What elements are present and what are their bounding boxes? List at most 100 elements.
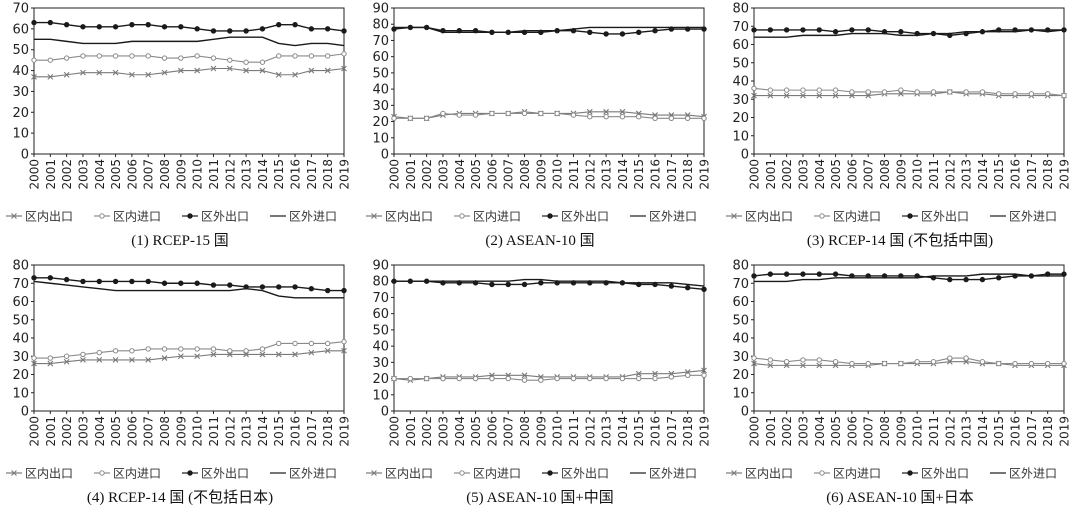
data-point	[243, 67, 249, 74]
legend-swatch-marker	[819, 213, 825, 219]
data-point	[684, 285, 691, 291]
x-tick-label: 2010	[551, 416, 565, 447]
x-tick-label: 2002	[780, 416, 794, 447]
x-tick-label: 2010	[191, 159, 205, 190]
y-tick-label: 10	[732, 129, 749, 144]
data-point	[47, 275, 54, 281]
y-tick-label: 70	[372, 34, 389, 49]
x-tick-label: 2009	[174, 159, 188, 190]
data-point	[701, 286, 707, 293]
x-tick-label: 2002	[420, 159, 434, 190]
data-point	[423, 375, 430, 382]
x-tick-label: 2001	[404, 159, 418, 190]
data-point	[292, 284, 298, 290]
y-tick-label: 30	[12, 85, 29, 100]
x-tick-label: 2013	[600, 159, 614, 190]
data-point	[292, 71, 298, 78]
x-tick-label: 2017	[665, 159, 679, 190]
data-point	[129, 71, 135, 78]
data-point	[652, 370, 658, 377]
chart-panel-2: 0 10 20 30 40 50 60 70 80 90 2000 2001 2002 2003 2004 2…	[360, 0, 720, 257]
x-tick-label: 2015	[272, 159, 286, 190]
series-line	[754, 91, 1064, 97]
x-tick-label: 2011	[567, 159, 581, 190]
data-point	[587, 29, 593, 36]
data-point	[145, 71, 152, 78]
data-point	[783, 27, 790, 33]
data-point	[194, 353, 201, 360]
data-point	[586, 108, 593, 115]
y-tick-label: 20	[12, 106, 29, 121]
chart-caption: (5) ASEAN-10 国+中国	[466, 490, 614, 506]
series-2	[31, 51, 347, 65]
x-tick-label: 2015	[632, 416, 646, 447]
data-point	[521, 377, 528, 383]
data-point	[178, 346, 184, 352]
x-tick-label: 2012	[223, 159, 237, 190]
data-point	[684, 115, 691, 122]
x-tick-label: 2005	[469, 416, 483, 447]
y-tick-label: 60	[732, 295, 749, 310]
data-point	[145, 21, 151, 28]
data-point	[31, 19, 37, 26]
data-point	[259, 67, 266, 74]
x-tick-label: 2006	[485, 416, 499, 447]
data-point	[440, 375, 446, 382]
data-point	[751, 355, 757, 361]
chart-panel-4: 0 10 20 30 40 50 60 70 80 2000 2001 2002 2003 2004 200…	[0, 257, 360, 514]
x-tick-label: 2000	[28, 159, 42, 190]
legend-swatch-marker	[731, 213, 737, 219]
series-2	[751, 85, 1067, 99]
data-point	[96, 69, 103, 76]
data-point	[80, 351, 86, 358]
data-point	[324, 67, 331, 74]
data-point	[816, 271, 822, 277]
data-point	[963, 276, 969, 283]
data-point	[1061, 92, 1067, 99]
y-tick-label: 40	[372, 340, 389, 355]
x-tick-label: 2002	[60, 159, 74, 190]
plot-frame	[33, 7, 345, 155]
data-point	[292, 351, 298, 358]
x-tick-label: 2009	[174, 416, 188, 447]
x-tick-label: 2003	[76, 416, 90, 447]
data-point	[701, 372, 707, 379]
data-point	[472, 112, 479, 118]
data-point	[979, 359, 986, 365]
data-point	[145, 53, 151, 59]
data-point	[914, 359, 920, 365]
data-point	[521, 281, 528, 288]
data-point	[881, 89, 888, 95]
data-point	[178, 55, 184, 61]
data-point	[177, 67, 184, 74]
data-point	[800, 87, 806, 93]
y-tick-label: 10	[732, 386, 749, 401]
x-tick-label: 2001	[44, 159, 58, 190]
data-point	[341, 338, 347, 345]
series-line	[34, 36, 345, 47]
series-2	[751, 355, 1067, 367]
x-tick-label: 2002	[780, 159, 794, 190]
x-tick-label: 2018	[321, 159, 335, 190]
legend-label: 区外出口	[921, 467, 969, 481]
data-point	[308, 53, 315, 59]
data-point	[619, 108, 626, 115]
data-point	[63, 71, 70, 78]
data-point	[587, 113, 593, 120]
plot-frame	[393, 7, 705, 155]
data-point	[324, 340, 331, 347]
x-tick-label: 2011	[927, 416, 941, 447]
data-point	[292, 53, 298, 59]
data-point	[963, 89, 969, 95]
data-point	[832, 87, 839, 93]
y-tick-label: 30	[12, 350, 29, 365]
x-tick-label: 2017	[305, 159, 319, 190]
data-point	[194, 280, 200, 286]
series-line	[753, 273, 1064, 281]
series-2	[31, 338, 347, 361]
data-point	[881, 360, 888, 367]
x-tick-label: 2006	[125, 159, 139, 190]
x-tick-label: 2004	[813, 416, 827, 447]
